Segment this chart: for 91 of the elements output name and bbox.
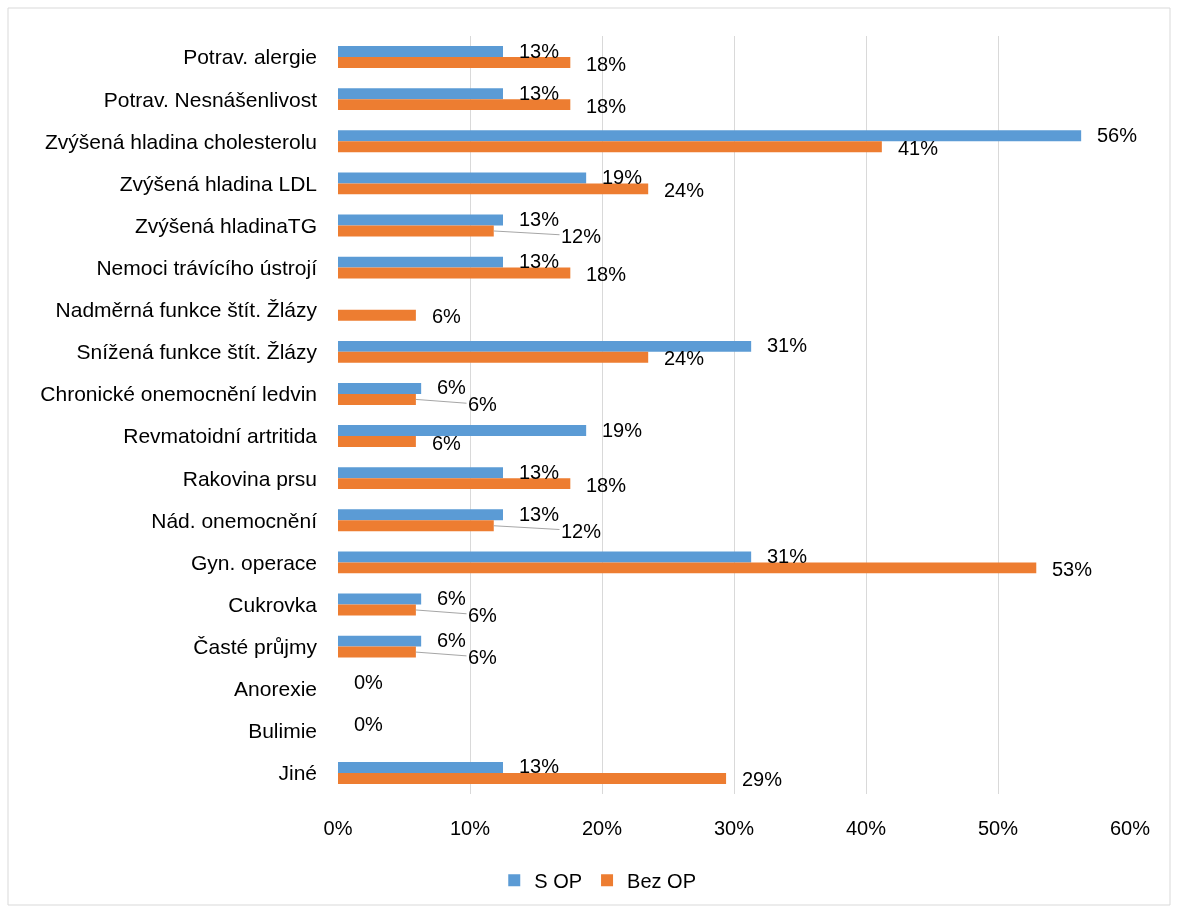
y-tick-label: Bulimie xyxy=(248,719,317,743)
data-label: 12% xyxy=(561,225,602,247)
bar xyxy=(338,267,571,279)
x-tick-label: 20% xyxy=(581,817,623,839)
data-label: 53% xyxy=(1052,558,1093,580)
y-tick-label: Zvýšená hladinaTG xyxy=(134,213,317,237)
data-label: 18% xyxy=(586,263,627,285)
bar xyxy=(338,57,571,68)
bar xyxy=(338,467,503,479)
y-tick-label: Chronické onemocnění ledvin xyxy=(40,382,317,406)
bar xyxy=(338,183,649,195)
data-label: 6% xyxy=(468,604,498,626)
bar xyxy=(338,225,494,237)
x-tick-label: 0% xyxy=(323,817,353,839)
bar xyxy=(338,551,752,563)
y-tick-label: Snížená funkce štít. Žlázy xyxy=(76,340,318,364)
bar xyxy=(338,425,587,437)
x-tick-label: 40% xyxy=(845,817,887,839)
bar xyxy=(338,309,416,321)
data-label: 6% xyxy=(468,393,498,415)
data-label: 24% xyxy=(664,179,705,201)
legend-label: Bez OP xyxy=(627,869,696,892)
bar xyxy=(338,635,422,647)
y-tick-label: Gyn. operace xyxy=(190,550,317,574)
data-label: 13% xyxy=(519,461,560,483)
data-label: 6% xyxy=(432,432,462,454)
bar xyxy=(338,436,416,447)
data-label: 13% xyxy=(519,250,560,272)
data-label: 13% xyxy=(519,82,560,104)
data-label: 13% xyxy=(519,40,560,62)
bar xyxy=(338,478,571,490)
y-tick-label: Zvýšená hladina LDL xyxy=(119,171,317,195)
x-tick-label: 30% xyxy=(713,817,755,839)
data-label: 13% xyxy=(519,755,560,777)
data-label: 29% xyxy=(742,768,783,790)
y-tick-label: Zvýšená hladina cholesterolu xyxy=(45,129,317,153)
y-tick-label: Anorexie xyxy=(234,677,317,701)
y-tick-label: Potrav. Nesnášenlivost xyxy=(103,87,318,111)
bar xyxy=(338,99,571,111)
legend-label: S OP xyxy=(534,869,583,892)
bar xyxy=(338,141,882,153)
data-label: 41% xyxy=(898,137,939,159)
bar xyxy=(338,762,503,773)
bar xyxy=(338,214,503,226)
data-label: 12% xyxy=(561,520,602,542)
bar xyxy=(338,393,416,405)
y-tick-label: Nád. onemocnění xyxy=(151,508,318,532)
x-tick-label: 60% xyxy=(1109,817,1151,839)
bar xyxy=(338,509,503,521)
bar xyxy=(338,351,649,363)
x-tick-label: 10% xyxy=(449,817,491,839)
data-label: 6% xyxy=(432,305,462,327)
bar xyxy=(338,646,416,658)
bar xyxy=(338,88,503,100)
bar xyxy=(338,172,587,184)
data-label: 31% xyxy=(767,334,808,356)
data-label: 13% xyxy=(519,503,560,525)
data-label: 0% xyxy=(354,671,384,693)
data-label: 18% xyxy=(586,95,627,117)
y-tick-label: Revmatoidní artritida xyxy=(123,424,318,448)
data-label: 18% xyxy=(586,474,627,496)
data-label: 6% xyxy=(437,376,467,398)
data-label: 31% xyxy=(767,545,808,567)
y-tick-label: Jiné xyxy=(278,761,317,785)
bar xyxy=(338,604,416,616)
y-tick-label: Časté průjmy xyxy=(193,634,318,658)
y-tick-label: Potrav. alergie xyxy=(183,45,317,69)
y-tick-label: Nadměrná funkce štít. Žlázy xyxy=(55,298,318,322)
bar xyxy=(338,593,422,605)
bar xyxy=(338,340,752,352)
bar xyxy=(338,383,422,394)
bar xyxy=(338,562,1037,574)
bar xyxy=(338,130,1082,142)
data-label: 6% xyxy=(437,629,467,651)
data-label: 0% xyxy=(354,713,384,735)
y-tick-label: Cukrovka xyxy=(228,592,318,616)
bar xyxy=(338,772,727,784)
y-tick-label: Rakovina prsu xyxy=(182,466,317,490)
data-label: 19% xyxy=(602,419,643,441)
bar xyxy=(338,520,494,532)
data-label: 6% xyxy=(437,587,467,609)
bar xyxy=(338,256,503,268)
bar xyxy=(338,46,503,58)
data-label: 19% xyxy=(602,166,643,188)
y-tick-label: Nemoci trávícího ústrojí xyxy=(96,255,318,279)
data-label: 56% xyxy=(1097,124,1138,146)
x-tick-label: 50% xyxy=(977,817,1019,839)
data-label: 18% xyxy=(586,53,627,75)
data-label: 24% xyxy=(664,347,705,369)
data-label: 6% xyxy=(468,646,498,668)
data-label: 13% xyxy=(519,208,560,230)
